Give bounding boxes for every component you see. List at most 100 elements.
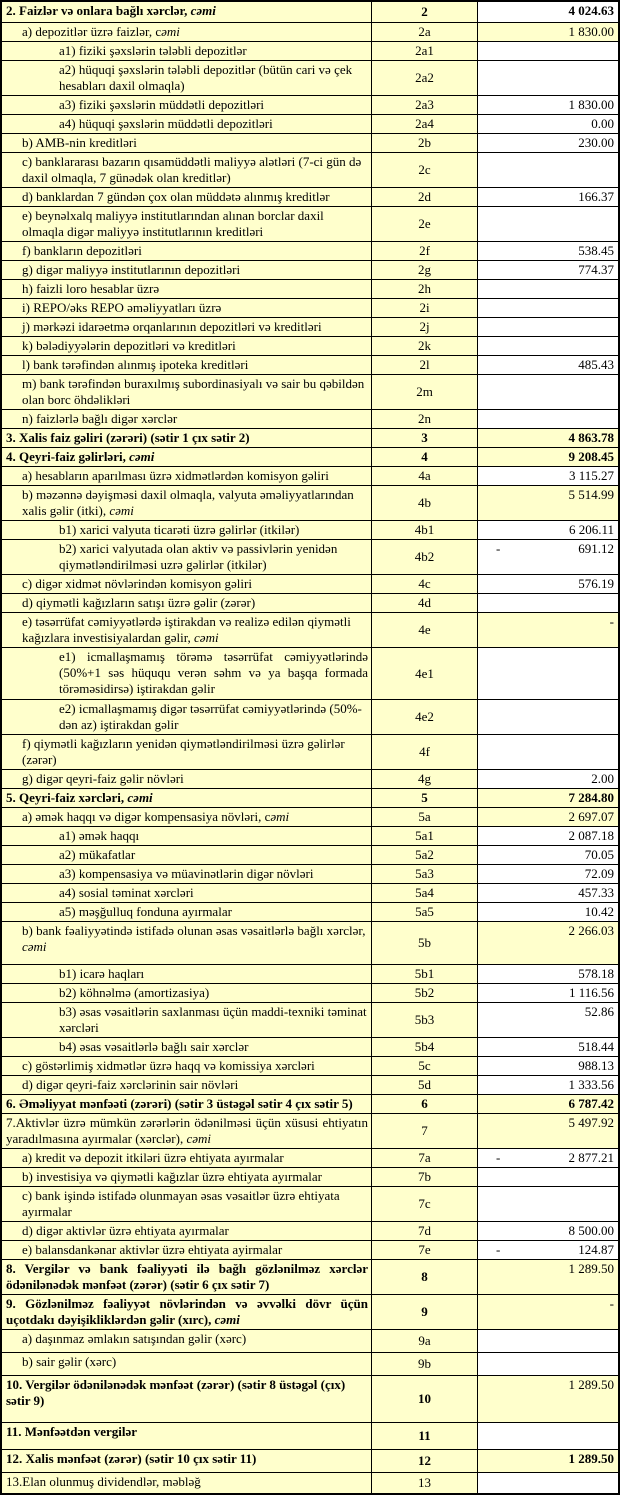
- row-label-cell: g) digər qeyri-faiz gəlir növləri: [2, 770, 372, 788]
- table-row: 13.Elan olunmuş dividendlər, məbləğ 13: [2, 1472, 618, 1493]
- row-label-cell: 9. Gözlənilməz fəaliyyət növlərindən və …: [2, 1295, 372, 1329]
- row-code: 2l: [372, 356, 478, 374]
- row-code: 13: [372, 1473, 478, 1493]
- table-row: e) beynəlxalq maliyyə institutlarından a…: [2, 206, 618, 241]
- row-label-cell: 3. Xalis faiz gəliri (zərəri) (sətir 1 ç…: [2, 429, 372, 447]
- row-label-cell: a) hesabların aparılması üzrə xidmətlərd…: [2, 467, 372, 485]
- row-label-cell: 5. Qeyri-faiz xərcləri, cəmi: [2, 789, 372, 807]
- row-code: 9b: [372, 1353, 478, 1375]
- row-value: 1 333.56: [568, 1077, 615, 1092]
- row-code: 9: [372, 1295, 478, 1329]
- row-value-cell: [478, 318, 618, 336]
- row-label-cell: 8. Vergilər və bank fəaliyyəti ilə bağlı…: [2, 1260, 372, 1294]
- row-code: 11: [372, 1423, 478, 1449]
- row-label: a) daşınmaz əmlakın satışından gəlir (xə…: [22, 1331, 247, 1346]
- row-label: g) digər maliyyə institutlarının depozit…: [22, 262, 241, 277]
- row-code: 2a3: [372, 96, 478, 114]
- row-value: 457.33: [578, 885, 614, 900]
- row-value-cell: [478, 410, 618, 428]
- table-row: 4. Qeyri-faiz gəlirləri, cəmi 4 9 208.45: [2, 447, 618, 466]
- row-label-cell: 10. Vergilər ödənilənədək mənfəət (zərər…: [2, 1376, 372, 1422]
- row-label-cell: b) investisiya və qiymətli kağızlar üzrə…: [2, 1168, 372, 1186]
- row-value: 9 208.45: [568, 449, 615, 464]
- row-label-cell: j) mərkəzi idarəetmə orqanlarının depozi…: [2, 318, 372, 336]
- row-value-cell: 3 115.27: [478, 467, 618, 485]
- row-value-cell: - 124.87: [478, 1241, 618, 1259]
- row-label-cell: g) digər maliyyə institutlarının depozit…: [2, 261, 372, 279]
- row-code: 5: [372, 789, 478, 807]
- row-value-cell: 70.05: [478, 846, 618, 864]
- row-value: 485.43: [578, 357, 614, 372]
- row-label: a4) sosial təminat xərcləri: [59, 885, 194, 900]
- row-label: a5) məşğulluq fonduna ayırmalar: [59, 904, 232, 919]
- row-value: 5 497.92: [568, 1115, 615, 1130]
- row-value-cell: 485.43: [478, 356, 618, 374]
- row-value-cell: 1 830.00: [478, 23, 618, 41]
- row-value-cell: - 691.12: [478, 540, 618, 574]
- row-label-cell: m) bank tərəfindən buraxılmış subordinas…: [2, 375, 372, 409]
- row-label-cell: b1) xarici valyuta ticarəti üzrə gəlirlə…: [2, 521, 372, 539]
- row-value-cell: [478, 648, 618, 699]
- row-value: 4 863.78: [568, 430, 615, 445]
- table-row: b2) köhnəlmə (amortizasiya) 5b2 1 116.56: [2, 983, 618, 1002]
- row-value: 1 116.56: [568, 985, 614, 1000]
- row-label-cell: b4) əsas vəsaitlərlə bağlı sair xərclər: [2, 1038, 372, 1056]
- row-code: 7: [372, 1114, 478, 1148]
- table-row: a) hesabların aparılması üzrə xidmətlərd…: [2, 466, 618, 485]
- row-value: -: [609, 1296, 614, 1311]
- row-label-cell: a1) əmək haqqı: [2, 827, 372, 845]
- row-label: a) əmək haqqı və digər kompensasiya növl…: [22, 809, 271, 824]
- row-value-cell: 6 206.11: [478, 521, 618, 539]
- row-code: 8: [372, 1260, 478, 1294]
- row-code: 5a3: [372, 865, 478, 883]
- row-value-cell: 4 863.78: [478, 429, 618, 447]
- row-label-cell: l) bank tərəfindən alınmış ipoteka kredi…: [2, 356, 372, 374]
- table-row: 10. Vergilər ödənilənədək mənfəət (zərər…: [2, 1375, 618, 1422]
- row-label: a2) hüquqi şəxslərin tələbli depozitlər …: [59, 62, 353, 93]
- row-value: 1 289.50: [568, 1261, 615, 1276]
- row-value-cell: [478, 594, 618, 612]
- row-label: m) bank tərəfindən buraxılmış subordinas…: [22, 376, 365, 407]
- table-row: h) faizli loro hesablar üzrə 2h: [2, 279, 618, 298]
- row-value: 124.87: [578, 1242, 614, 1257]
- negative-sign: -: [496, 1150, 501, 1165]
- row-label-cell: c) banklararası bazarın qısamüddətli mal…: [2, 153, 372, 187]
- row-value-cell: 5 514.99: [478, 486, 618, 520]
- row-code: 5a4: [372, 884, 478, 902]
- row-value-cell: [478, 42, 618, 60]
- row-value-cell: [478, 1187, 618, 1221]
- row-label: 2. Faizlər və onlara bağlı xərclər,: [6, 3, 191, 18]
- table-row: 6. Əməliyyat mənfəəti (zərəri) (sətir 3 …: [2, 1094, 618, 1113]
- row-label-cell: b) sair gəlir (xərc): [2, 1353, 372, 1375]
- row-value: 2.00: [591, 771, 614, 786]
- row-value-cell: 0.00: [478, 115, 618, 133]
- row-label-cell: a5) məşğulluq fonduna ayırmalar: [2, 903, 372, 921]
- row-label-cell: e) balansdankənar aktivlər üzrə ehtiyata…: [2, 1241, 372, 1259]
- row-label-cell: a4) sosial təminat xərcləri: [2, 884, 372, 902]
- row-label: i) REPO/əks REPO əməliyyatları üzrə: [22, 300, 222, 315]
- row-label: b4) əsas vəsaitlərlə bağlı sair xərclər: [59, 1039, 249, 1054]
- row-value-cell: 576.19: [478, 575, 618, 593]
- table-row: b) AMB-nin kreditləri 2b 230.00: [2, 133, 618, 152]
- row-code: 5b1: [372, 965, 478, 983]
- table-row: 8. Vergilər və bank fəaliyyəti ilə bağlı…: [2, 1259, 618, 1294]
- row-label-cell: a) əmək haqqı və digər kompensasiya növl…: [2, 808, 372, 826]
- row-code: 2d: [372, 188, 478, 206]
- row-code: 5c: [372, 1057, 478, 1075]
- row-value-cell: [478, 1353, 618, 1375]
- row-label: f) qiymətli kağızların yenidən qiymətlən…: [22, 736, 345, 767]
- row-value: 230.00: [578, 135, 614, 150]
- row-label: j) mərkəzi idarəetmə orqanlarının depozi…: [22, 319, 322, 334]
- row-value: -: [609, 614, 614, 629]
- row-value-cell: 457.33: [478, 884, 618, 902]
- row-value-cell: 2 266.03: [478, 922, 618, 964]
- row-value: 538.45: [578, 243, 614, 258]
- table-row: a) əmək haqqı və digər kompensasiya növl…: [2, 807, 618, 826]
- row-label: n) faizlərlə bağlı digər xərclər: [22, 411, 178, 426]
- row-label-cell: d) qiymətli kağızların satışı üzrə gəlir…: [2, 594, 372, 612]
- row-value-cell: -: [478, 613, 618, 647]
- table-row: a3) fiziki şəxslərin müddətli depozitlər…: [2, 95, 618, 114]
- row-label-italic: əmi: [161, 24, 180, 39]
- row-label-cell: a) kredit və depozit itkiləri üzrə ehtiy…: [2, 1149, 372, 1167]
- row-value-cell: 988.13: [478, 1057, 618, 1075]
